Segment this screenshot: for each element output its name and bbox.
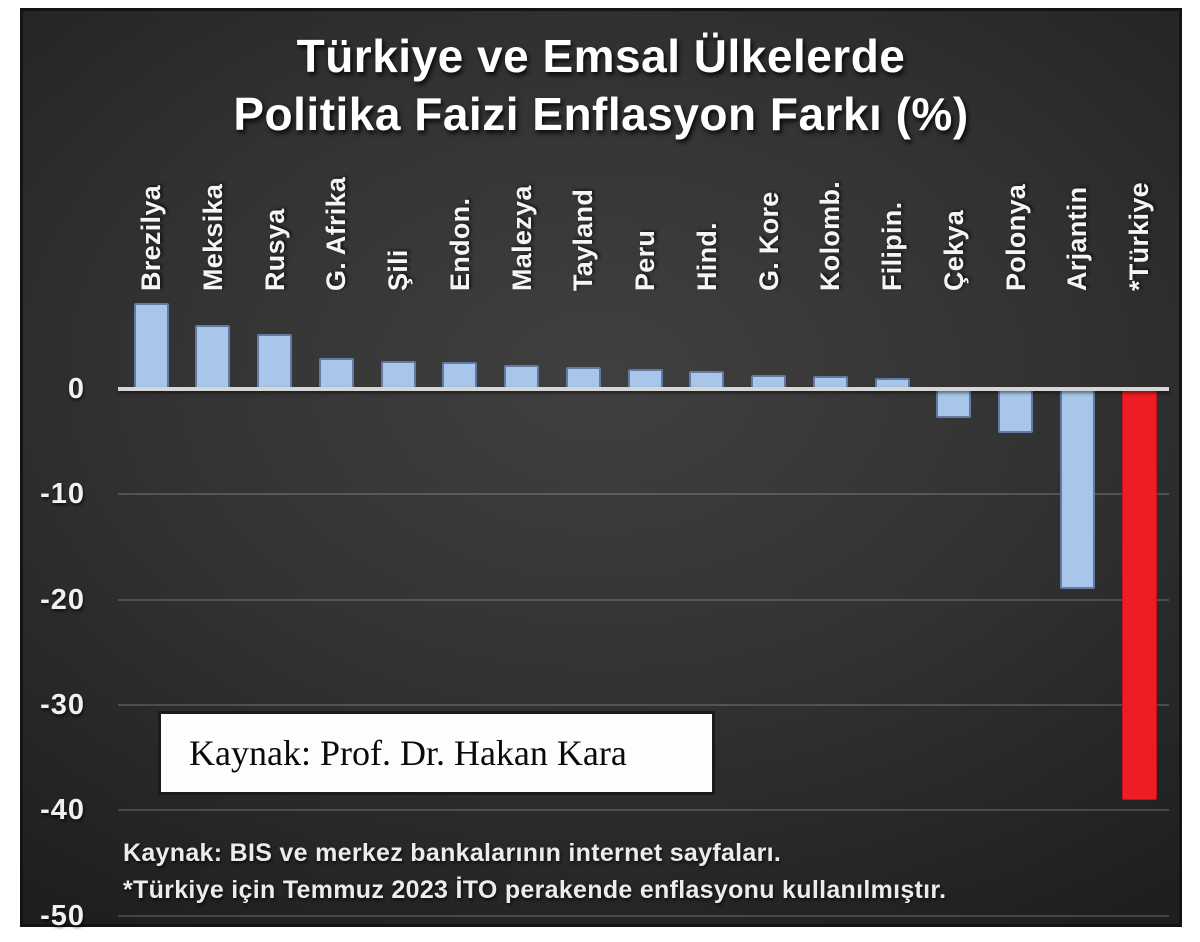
footnotes: Kaynak: BIS ve merkez bankalarının inter…	[123, 835, 946, 909]
category-label-filipin: Filipin.	[877, 201, 907, 291]
category-label-polonya: Polonya	[1000, 183, 1031, 291]
y-tick-label--30: -30	[40, 688, 85, 721]
category-label-sili: Şili	[383, 249, 413, 291]
category-label-kolomb: Kolomb.	[815, 180, 846, 291]
bar-tayland	[565, 366, 601, 389]
category-label-g-kore: G. Kore	[753, 191, 784, 291]
source-box-text: Kaynak: Prof. Dr. Hakan Kara	[189, 733, 627, 773]
category-label-hind: Hind.	[691, 222, 722, 291]
bar-sili	[380, 360, 416, 389]
y-tick-label--50: -50	[40, 899, 85, 932]
chart-title: Türkiye ve Emsal Ülkelerde Politika Faiz…	[23, 27, 1179, 143]
zero-axis-line	[118, 387, 1169, 391]
bar-brezilya	[133, 302, 169, 389]
category-label-rusya: Rusya	[259, 208, 290, 291]
y-tick-label--10: -10	[40, 478, 85, 511]
bar-meksika	[195, 324, 231, 389]
category-label-arjantin: Arjantin	[1062, 186, 1093, 291]
category-label-g-afrika: G. Afrika	[321, 176, 352, 291]
bar-malezya	[504, 364, 539, 389]
y-tick-label--40: -40	[40, 794, 85, 827]
chart-title-line2: Politika Faizi Enflasyon Farkı (%)	[233, 88, 969, 140]
category-label-malezya: Malezya	[506, 185, 537, 291]
category-label-endon: Endon.	[444, 197, 475, 291]
footnote-line1: Kaynak: BIS ve merkez bankalarının inter…	[123, 839, 782, 867]
y-tick-label-0: 0	[67, 373, 85, 405]
bar-arjantin	[1059, 389, 1095, 590]
bar-endon	[442, 361, 478, 389]
bar-polonya	[998, 389, 1033, 434]
chart-title-line1: Türkiye ve Emsal Ülkelerde	[296, 30, 906, 82]
category-label-tayland: Tayland	[568, 188, 599, 291]
bar-g-afrika	[318, 358, 354, 389]
gridline--20	[118, 598, 1169, 601]
gridline--40	[118, 809, 1169, 812]
bar-rusya	[257, 334, 292, 389]
y-tick-label--20: -20	[40, 583, 85, 616]
category-label-meksika: Meksika	[197, 183, 228, 291]
bar-turkiye	[1121, 389, 1157, 800]
gridline--10	[118, 493, 1169, 496]
chart-frame: Türkiye ve Emsal Ülkelerde Politika Faiz…	[20, 8, 1182, 932]
category-label-cekya: Çekya	[938, 209, 969, 291]
category-label-peru: Peru	[630, 229, 660, 291]
bar-cekya	[936, 389, 972, 419]
source-box: Kaynak: Prof. Dr. Hakan Kara	[158, 711, 715, 795]
gridline--30	[118, 703, 1169, 706]
footnote-line2: *Türkiye için Temmuz 2023 İTO perakende …	[123, 876, 947, 904]
bar-peru	[627, 368, 663, 389]
gridline--50	[118, 914, 1169, 917]
plot-area: 0 -10 -20 -30 -40 -50 Brezilya Meksika Rusya G. A…	[23, 11, 1179, 932]
category-label-brezilya: Brezilya	[136, 185, 166, 291]
category-label-turkiye: *Türkiye	[1124, 182, 1154, 291]
